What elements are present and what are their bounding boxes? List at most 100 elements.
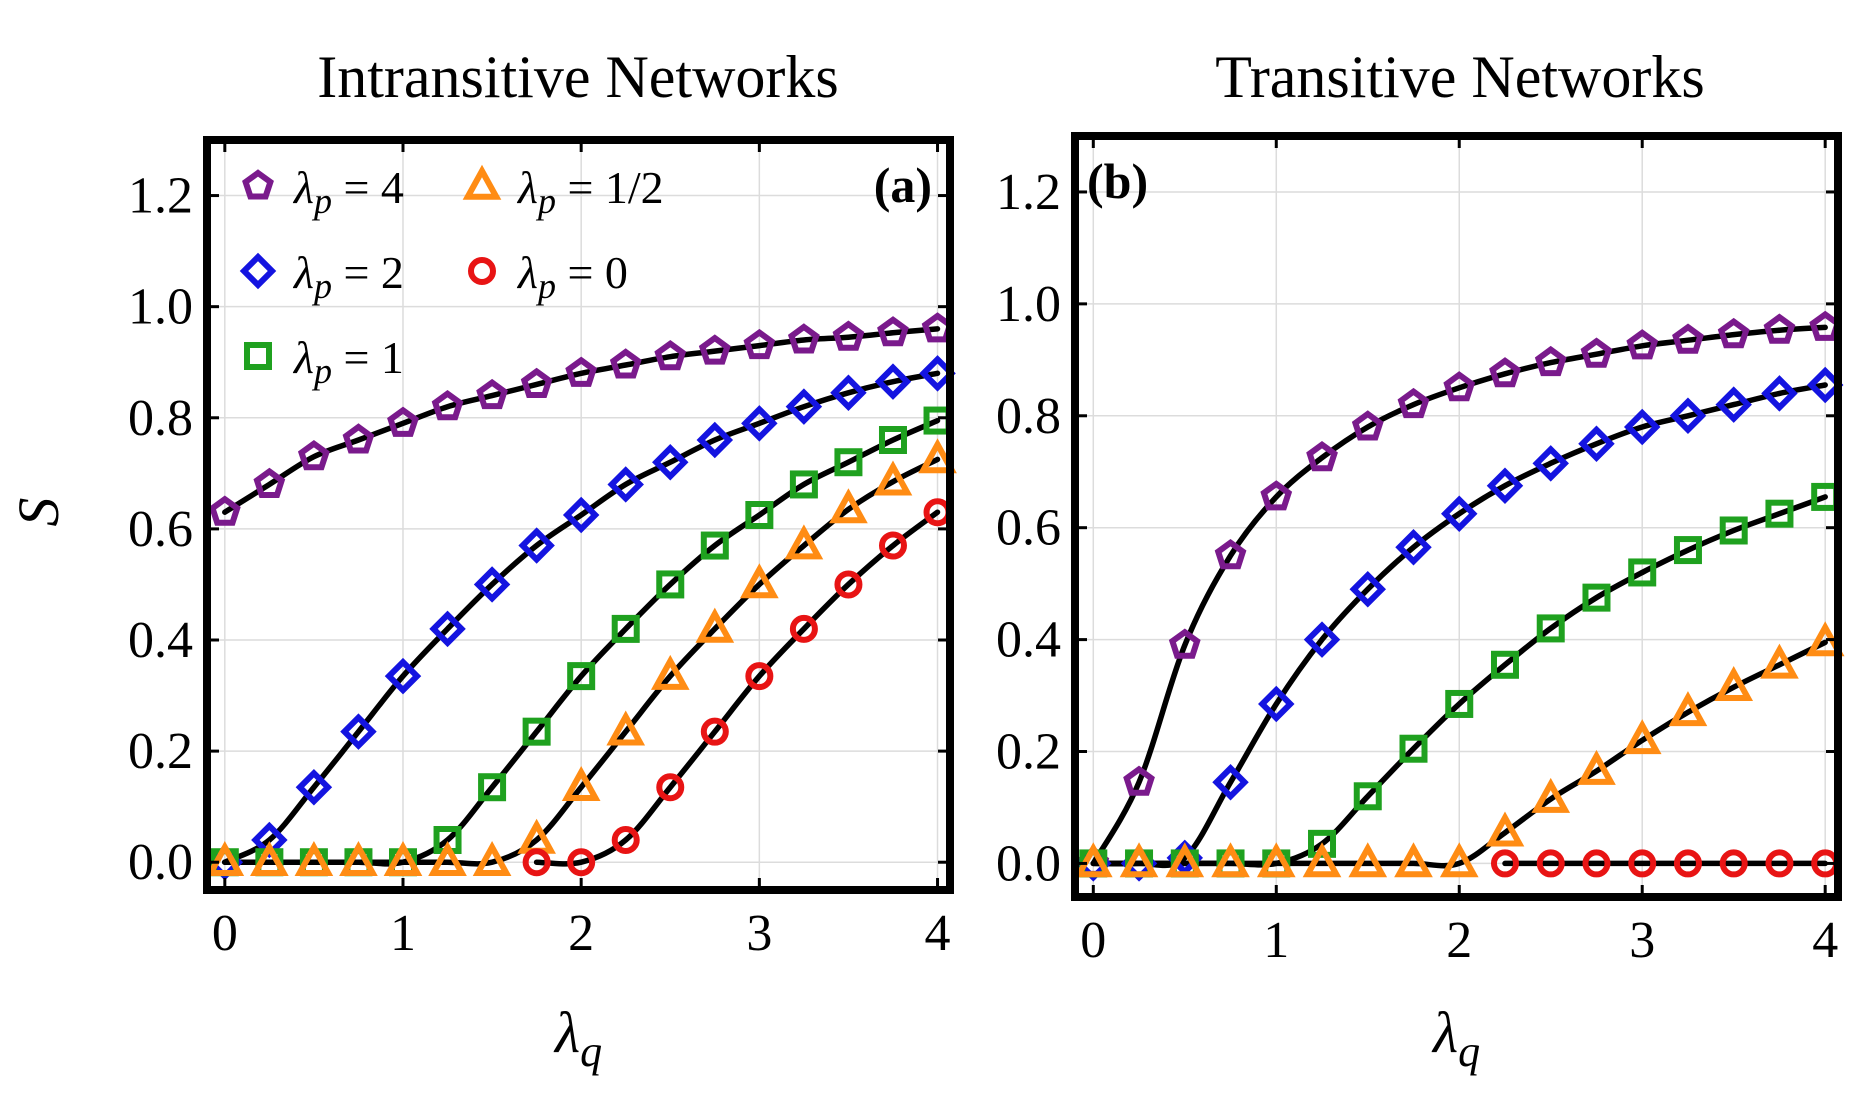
- data-point: [698, 334, 731, 365]
- x-axis-label: λq: [553, 1000, 602, 1076]
- chart-title: Transitive Networks: [1215, 44, 1704, 110]
- data-point: [1532, 445, 1569, 482]
- data-point: [611, 826, 640, 854]
- data-point: [918, 438, 957, 474]
- data-point: [873, 460, 913, 496]
- data-point: [1439, 842, 1479, 878]
- data-point: [1673, 536, 1702, 565]
- legend-label: λp = 2: [292, 247, 404, 306]
- data-point: [652, 443, 689, 481]
- data-point: [654, 340, 687, 371]
- data-point: [295, 768, 333, 806]
- data-point: [609, 348, 642, 379]
- x-tick-label: 2: [1446, 912, 1472, 969]
- data-point: [741, 405, 778, 442]
- series-curve: [533, 509, 941, 867]
- legend-label: λp = 1/2: [516, 162, 664, 221]
- data-point: [785, 388, 823, 425]
- x-tick-label: 4: [925, 905, 951, 962]
- y-axis-label: S: [6, 498, 71, 527]
- data-point: [476, 378, 508, 410]
- data-point: [387, 406, 419, 437]
- series-curve: [1090, 382, 1828, 869]
- legend-item: λp = 1: [244, 332, 404, 391]
- data-point: [1348, 842, 1388, 878]
- x-axis-label: λq: [1431, 1000, 1480, 1076]
- data-point: [1303, 621, 1341, 658]
- data-point: [1165, 842, 1205, 878]
- series-markers: [208, 312, 954, 526]
- data-point: [205, 841, 245, 877]
- y-tick-label: 1.2: [128, 168, 193, 225]
- y-tick-label: 1.0: [996, 276, 1061, 333]
- data-point: [1256, 842, 1296, 878]
- data-point: [1582, 583, 1611, 612]
- data-point: [1395, 529, 1432, 566]
- legend-marker: [242, 169, 274, 200]
- y-tick-label: 0.0: [128, 834, 193, 891]
- data-point: [1119, 842, 1159, 878]
- data-point: [561, 766, 601, 802]
- data-point: [208, 495, 241, 526]
- legend-item: λp = 0: [468, 247, 628, 306]
- data-point: [1763, 313, 1796, 344]
- data-point: [834, 448, 863, 477]
- data-point: [1760, 643, 1799, 679]
- data-point: [1534, 345, 1567, 377]
- data-point: [567, 848, 596, 877]
- data-point: [650, 654, 690, 690]
- data-point: [342, 423, 375, 454]
- data-point: [562, 496, 600, 534]
- y-tick-label: 0.2: [128, 723, 193, 780]
- data-point: [830, 374, 867, 412]
- data-point: [1628, 849, 1657, 878]
- data-point: [1394, 842, 1433, 878]
- data-point: [1719, 516, 1748, 545]
- panel-label: (b): [1087, 153, 1148, 209]
- data-point: [1765, 849, 1794, 878]
- data-point: [431, 390, 464, 421]
- data-point: [339, 841, 378, 877]
- panel-b: Transitive Networks 0 1 2 3 4 0.0 0.2 0.4 0.6 0.8 1…: [996, 44, 1845, 1076]
- data-point: [1714, 665, 1754, 701]
- legend-label: λp = 1: [292, 332, 404, 391]
- data-point: [1168, 628, 1201, 659]
- y-tick-label: 0.4: [128, 612, 193, 669]
- data-point: [1765, 499, 1794, 528]
- data-point: [473, 566, 511, 603]
- y-tick-label: 1.2: [996, 164, 1061, 221]
- data-point: [1485, 811, 1525, 847]
- y-tick-label: 0.0: [996, 835, 1061, 892]
- data-point: [1351, 410, 1384, 441]
- data-point: [1260, 480, 1293, 511]
- data-point: [832, 320, 865, 351]
- data-point: [696, 421, 734, 459]
- data-point: [518, 527, 555, 564]
- data-point: [1445, 689, 1474, 718]
- data-point: [1536, 614, 1565, 643]
- data-point: [429, 610, 466, 648]
- data-point: [1441, 495, 1478, 532]
- series-markers: [1490, 849, 1840, 878]
- data-point: [297, 440, 330, 471]
- data-point: [1582, 849, 1611, 878]
- data-point: [340, 713, 377, 750]
- legend-label: λp = 0: [516, 247, 628, 306]
- data-point: [1073, 842, 1113, 878]
- data-point: [384, 657, 422, 695]
- data-point: [1668, 691, 1708, 727]
- data-point: [829, 488, 868, 524]
- series-curve: [1090, 324, 1828, 867]
- data-point: [611, 614, 640, 643]
- y-tick-label: 0.6: [128, 501, 193, 558]
- legend-item: λp = 1/2: [462, 162, 664, 221]
- data-point: [607, 466, 644, 503]
- plot-frame: [1071, 132, 1842, 901]
- data-point: [1626, 329, 1659, 360]
- legend: λp = 4 λp = 1/2 λp = 2 λp = 0 λp = 1: [239, 162, 664, 391]
- data-point: [700, 717, 729, 746]
- data-point: [695, 607, 735, 643]
- y-tick-label: 0.8: [128, 390, 193, 447]
- data-point: [522, 717, 551, 746]
